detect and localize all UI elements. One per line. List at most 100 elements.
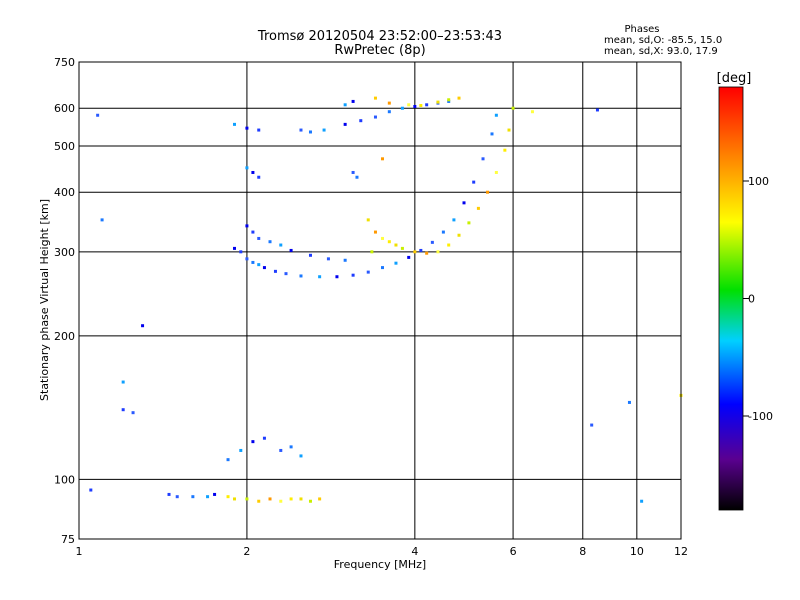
data-point	[441, 230, 445, 234]
colorbar-ticks: 100 0 -100	[743, 175, 773, 423]
data-point	[343, 122, 347, 126]
x-tick-label: 2	[243, 545, 250, 558]
data-point	[467, 221, 471, 225]
chart-title: Tromsø 20120504 23:52:00–23:53:43	[257, 29, 502, 44]
data-point	[394, 243, 398, 247]
data-point	[430, 240, 434, 244]
data-point	[462, 201, 466, 205]
x-axis-label: Frequency [MHz]	[334, 558, 426, 571]
data-point	[494, 170, 498, 174]
data-point	[279, 499, 283, 503]
chart-subtitle: RwPretec (8p)	[334, 43, 425, 58]
x-tick-label: 6	[510, 545, 517, 558]
x-tick-labels: 1 2 4 6 8 10 12	[76, 545, 689, 558]
data-point	[226, 495, 230, 499]
data-point	[257, 236, 261, 240]
data-point	[530, 110, 534, 114]
data-point	[167, 492, 171, 496]
data-point	[373, 115, 377, 119]
data-points	[89, 96, 683, 503]
x-tick-label: 1	[76, 545, 83, 558]
data-point	[511, 106, 515, 110]
data-point	[436, 250, 440, 254]
data-point	[245, 126, 249, 130]
data-point	[326, 257, 330, 261]
data-point	[343, 103, 347, 107]
data-point	[425, 251, 429, 255]
colorbar	[718, 86, 744, 511]
y-tick-label: 750	[54, 56, 75, 69]
data-point	[245, 224, 249, 228]
data-point	[100, 218, 104, 222]
data-point	[289, 445, 293, 449]
data-point	[425, 103, 429, 107]
y-tick-label: 75	[61, 533, 75, 546]
data-point	[359, 119, 363, 123]
colorbar-tick-label: 100	[748, 175, 769, 188]
data-point	[273, 269, 277, 273]
data-point	[308, 499, 312, 503]
data-point	[191, 495, 195, 499]
data-point	[400, 106, 404, 110]
data-point	[299, 454, 303, 458]
data-point	[457, 96, 461, 100]
data-point	[343, 258, 347, 262]
data-point	[507, 128, 511, 132]
phases-heading: Phases	[624, 24, 659, 35]
data-point	[419, 248, 423, 252]
y-tick-label: 300	[54, 246, 75, 259]
data-point	[289, 497, 293, 501]
data-point	[232, 497, 236, 501]
y-tick-labels: 75 100 200 300 400 500 600 750	[54, 56, 75, 546]
y-tick-label: 200	[54, 330, 75, 343]
data-point	[268, 497, 272, 501]
data-point	[351, 170, 355, 174]
x-tick-label: 4	[411, 545, 418, 558]
data-point	[245, 166, 249, 170]
phases-mean-x: mean, sd,X: 93.0, 17.9	[604, 46, 718, 57]
data-point	[289, 248, 293, 252]
data-point	[447, 243, 451, 247]
data-point	[351, 99, 355, 103]
data-point	[413, 105, 417, 109]
y-axis-label: Stationary phase Virtual Height [km]	[38, 199, 51, 401]
data-point	[394, 261, 398, 265]
data-point	[486, 190, 490, 194]
data-point	[387, 240, 391, 244]
data-point	[232, 122, 236, 126]
data-point	[262, 436, 266, 440]
data-point	[96, 113, 100, 117]
data-point	[141, 324, 145, 328]
x-tick-label: 10	[630, 545, 644, 558]
plot-frame	[78, 61, 682, 540]
data-point	[308, 130, 312, 134]
y-tick-label: 400	[54, 186, 75, 199]
data-point	[640, 499, 644, 503]
data-point	[257, 175, 261, 179]
data-point	[627, 400, 631, 404]
data-point	[121, 380, 125, 384]
data-point	[490, 132, 494, 136]
data-point	[387, 110, 391, 114]
data-point	[413, 250, 417, 254]
data-point	[213, 492, 217, 496]
data-point	[279, 448, 283, 452]
data-point	[472, 180, 476, 184]
data-point	[370, 250, 374, 254]
data-point	[400, 246, 404, 250]
data-point	[251, 230, 255, 234]
data-point	[251, 170, 255, 174]
data-point	[245, 497, 249, 501]
data-point	[206, 495, 210, 499]
x-tick-label: 8	[579, 545, 586, 558]
data-point	[476, 206, 480, 210]
data-point	[318, 275, 322, 279]
data-point	[407, 255, 411, 259]
data-point	[299, 497, 303, 501]
data-point	[590, 423, 594, 427]
data-point	[351, 273, 355, 277]
data-point	[452, 218, 456, 222]
data-point	[232, 246, 236, 250]
data-point	[373, 96, 377, 100]
